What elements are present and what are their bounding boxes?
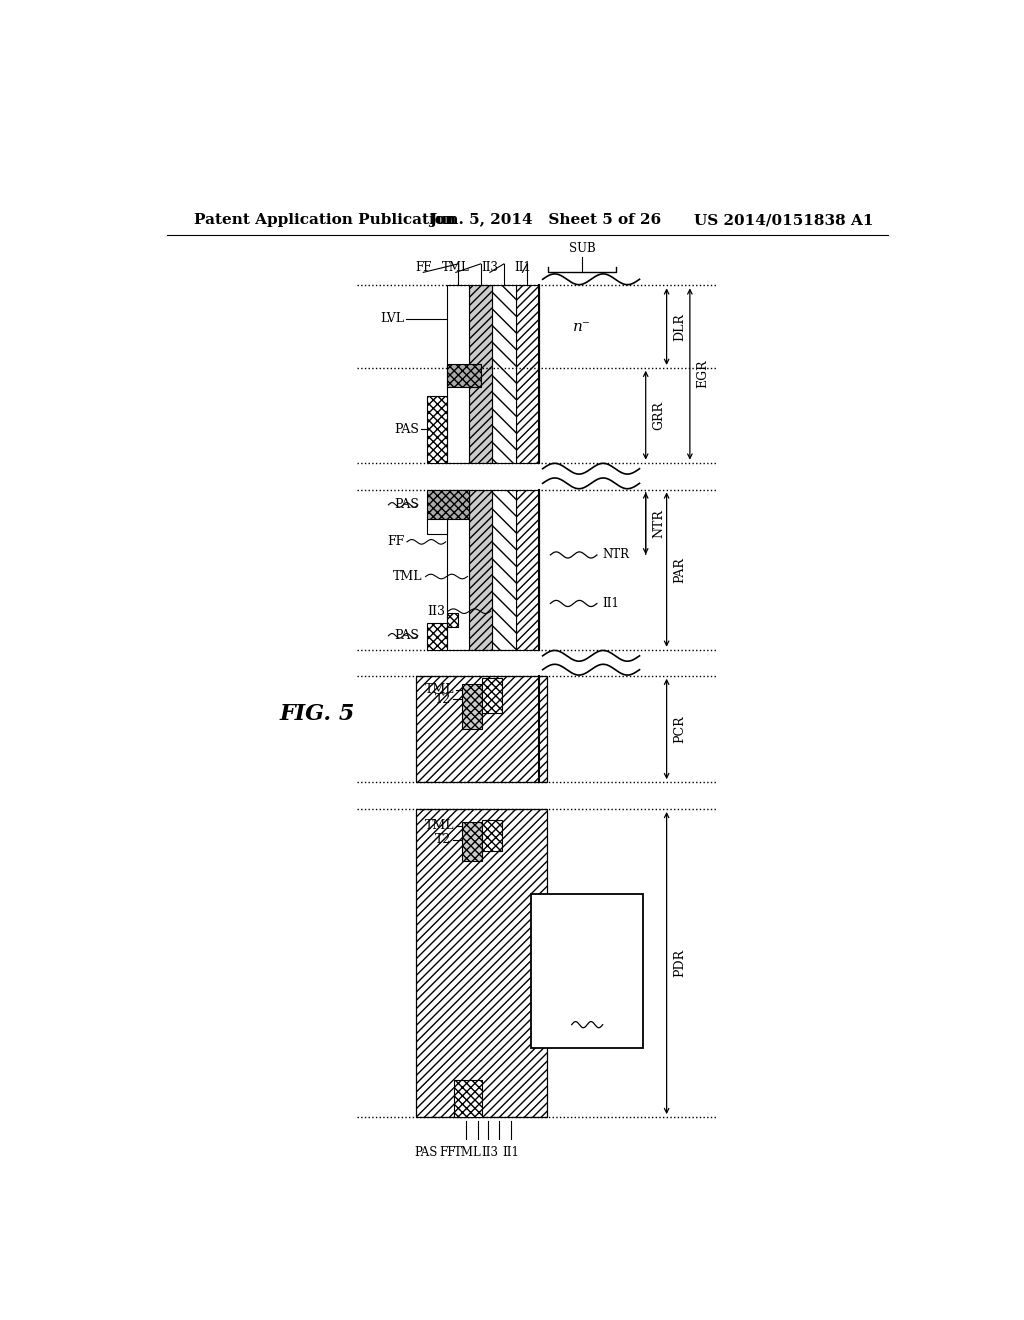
- Text: II3: II3: [481, 1146, 499, 1159]
- Text: PDR: PDR: [673, 949, 686, 977]
- Text: TML: TML: [393, 570, 423, 583]
- Text: PCR: PCR: [673, 715, 686, 743]
- Text: Jun. 5, 2014   Sheet 5 of 26: Jun. 5, 2014 Sheet 5 of 26: [429, 213, 660, 227]
- Text: T2: T2: [435, 833, 452, 846]
- Text: DLR: DLR: [673, 313, 686, 341]
- Text: PD: PD: [614, 1018, 633, 1031]
- Bar: [493, 490, 515, 649]
- Text: FF: FF: [387, 536, 404, 548]
- Bar: [462, 684, 482, 729]
- Text: TML: TML: [425, 684, 455, 696]
- Text: TML: TML: [455, 1146, 482, 1159]
- Bar: [447, 490, 469, 649]
- Bar: [515, 490, 539, 649]
- Bar: [462, 822, 482, 862]
- Text: GRR: GRR: [652, 401, 665, 430]
- Text: FIG. 5: FIG. 5: [280, 702, 354, 725]
- Text: II1: II1: [602, 597, 620, 610]
- Bar: [447, 285, 469, 462]
- Bar: [427, 519, 447, 535]
- Text: SUB: SUB: [568, 243, 596, 256]
- Text: PAS: PAS: [394, 422, 420, 436]
- Text: PAS: PAS: [394, 630, 420, 643]
- Bar: [482, 820, 503, 851]
- Text: PAS: PAS: [414, 1146, 437, 1159]
- Bar: [416, 809, 547, 1117]
- Bar: [515, 285, 539, 462]
- Text: FF: FF: [415, 261, 431, 275]
- Bar: [427, 396, 447, 462]
- Bar: [531, 894, 643, 1048]
- Text: FF: FF: [440, 1146, 457, 1159]
- Bar: [447, 364, 480, 387]
- Bar: [427, 490, 469, 519]
- Bar: [469, 490, 493, 649]
- Text: II1: II1: [514, 261, 530, 275]
- Text: LVL: LVL: [381, 313, 404, 326]
- Text: II3: II3: [481, 261, 499, 275]
- Text: T2: T2: [435, 693, 452, 706]
- Text: PAR: PAR: [673, 557, 686, 582]
- Bar: [455, 1080, 482, 1117]
- Text: NTR: NTR: [652, 510, 665, 537]
- Bar: [427, 623, 447, 649]
- Text: NTR: NTR: [602, 548, 630, 561]
- Bar: [482, 678, 503, 713]
- Bar: [469, 285, 493, 462]
- Text: TML: TML: [442, 261, 470, 275]
- Text: US 2014/0151838 A1: US 2014/0151838 A1: [693, 213, 873, 227]
- Text: PAS: PAS: [394, 499, 420, 511]
- Text: II3: II3: [428, 605, 445, 618]
- Text: Patent Application Publication: Patent Application Publication: [194, 213, 456, 227]
- Text: II1: II1: [503, 1146, 519, 1159]
- Text: TML: TML: [425, 820, 455, 833]
- Bar: [447, 612, 458, 627]
- Text: n⁻: n⁻: [572, 319, 590, 334]
- Text: EGR: EGR: [696, 359, 709, 388]
- Bar: [416, 676, 547, 781]
- Bar: [493, 285, 515, 462]
